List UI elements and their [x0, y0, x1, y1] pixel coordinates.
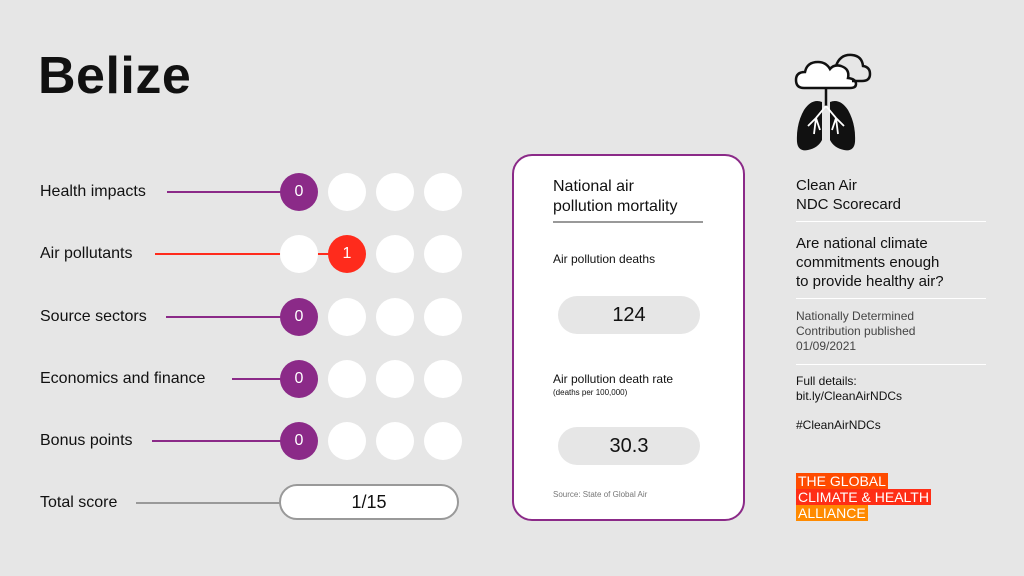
ndc-info-line: Nationally Determined: [796, 309, 915, 323]
scorecard-title-line: Clean Air: [796, 177, 857, 194]
score-circle-empty: [424, 298, 462, 336]
scorecard-title-line: NDC Scorecard: [796, 196, 902, 213]
question-line: commitments enough: [796, 254, 940, 271]
score-circle-empty: [328, 173, 366, 211]
score-circle-empty: [280, 235, 318, 273]
rate-value: 30.3: [558, 427, 700, 465]
ndc-date: 01/09/2021: [796, 339, 857, 353]
score-circle-filled: 0: [280, 422, 318, 460]
row-label-economics-finance: Economics and finance: [40, 370, 206, 387]
row-label-health-impacts: Health impacts: [40, 183, 146, 200]
total-score-value: 1/15: [279, 484, 459, 520]
score-circle-filled: 0: [280, 173, 318, 211]
score-circle-empty: [328, 422, 366, 460]
row-connector: [155, 253, 335, 255]
mortality-card: National air pollution mortality Air pol…: [512, 154, 745, 521]
deaths-label: Air pollution deaths: [553, 252, 656, 266]
score-circle-filled: 0: [280, 360, 318, 398]
scorecard-title: Clean Air NDC Scorecard: [796, 176, 901, 214]
question-line: to provide healthy air?: [796, 273, 944, 290]
country-title: Belize: [38, 47, 192, 105]
full-details-label: Full details:: [796, 374, 857, 388]
alliance-logo-line: ALLIANCE: [796, 505, 868, 521]
row-label-air-pollutants: Air pollutants: [40, 245, 133, 262]
alliance-logo-line: CLIMATE & HEALTH: [796, 489, 931, 505]
score-circle-empty: [376, 422, 414, 460]
row-connector: [166, 316, 284, 318]
card-title-underline: [553, 221, 703, 223]
scorecard-question: Are national climate commitments enough …: [796, 234, 944, 291]
score-circle-empty: [424, 173, 462, 211]
alliance-logo-line: THE GLOBAL: [796, 473, 888, 489]
rate-label: Air pollution death rate: [553, 372, 674, 386]
score-circle-empty: [376, 298, 414, 336]
card-title-line: National air: [553, 178, 634, 195]
row-connector: [152, 440, 284, 442]
card-title: National air pollution mortality: [553, 177, 678, 217]
row-connector: [136, 502, 280, 504]
ndc-info: Nationally Determined Contribution publi…: [796, 309, 915, 354]
ndc-info-line: Contribution published: [796, 324, 916, 338]
clouds-lungs-icon: [792, 44, 872, 156]
row-connector: [232, 378, 284, 380]
full-details-link[interactable]: bit.ly/CleanAirNDCs: [796, 389, 903, 403]
score-circle-empty: [376, 173, 414, 211]
deaths-value: 124: [558, 296, 700, 334]
total-score-label: Total score: [40, 494, 118, 511]
score-circle-empty: [376, 235, 414, 273]
score-circle-empty: [328, 360, 366, 398]
question-line: Are national climate: [796, 235, 928, 252]
score-circle-empty: [424, 360, 462, 398]
divider: [796, 298, 986, 299]
row-label-source-sectors: Source sectors: [40, 308, 147, 325]
card-title-line: pollution mortality: [553, 198, 678, 215]
score-circle-filled: 1: [328, 235, 366, 273]
full-details: Full details: bit.ly/CleanAirNDCs: [796, 374, 902, 404]
row-label-bonus-points: Bonus points: [40, 432, 133, 449]
divider: [796, 364, 986, 365]
rate-sublabel: (deaths per 100,000): [553, 388, 628, 397]
row-connector: [167, 191, 285, 193]
hashtag: #CleanAirNDCs: [796, 418, 881, 432]
score-circle-filled: 0: [280, 298, 318, 336]
score-circle-empty: [424, 422, 462, 460]
score-circle-empty: [376, 360, 414, 398]
score-circle-empty: [424, 235, 462, 273]
source-note: Source: State of Global Air: [553, 490, 648, 499]
divider: [796, 221, 986, 222]
score-circle-empty: [328, 298, 366, 336]
